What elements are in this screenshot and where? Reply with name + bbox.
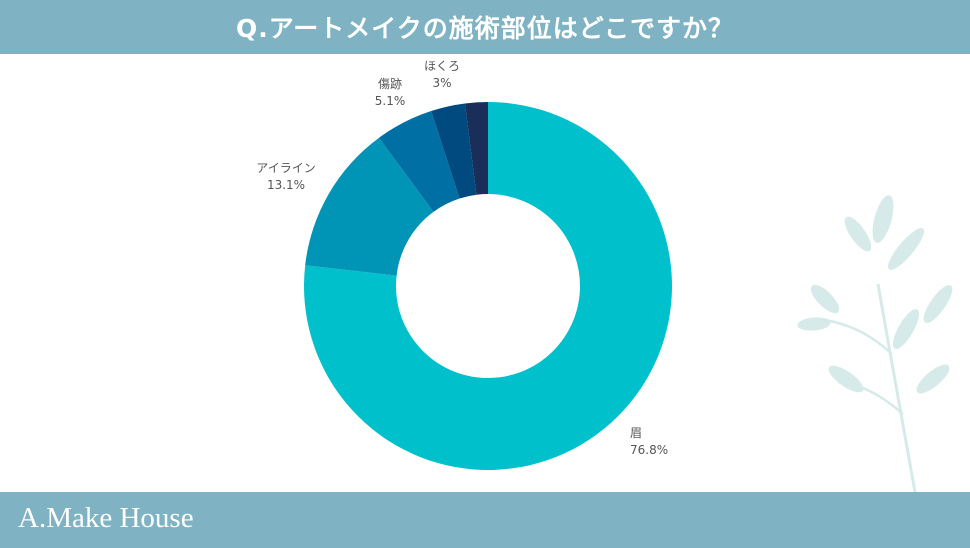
slice-value-label: 76.8% <box>630 443 668 457</box>
slice-value-label: 5.1% <box>375 94 406 108</box>
footer-bar: A.Make House <box>0 492 970 548</box>
slice-value-label: 13.1% <box>267 178 305 192</box>
slice-value-label: 3% <box>432 76 451 90</box>
slice-label: アイライン <box>256 161 315 175</box>
donut-slice <box>431 103 477 199</box>
slice-label: 眉 <box>630 426 642 440</box>
chart-area: 眉 76.8% アイライン 13.1% 傷跡 5.1% ほくろ 3% <box>256 59 953 492</box>
chart-title: Q.アートメイクの施術部位はどこですか？ <box>235 14 734 43</box>
title-bar: Q.アートメイクの施術部位はどこですか？ <box>0 0 970 54</box>
slice-label: ほくろ <box>424 59 460 73</box>
donut-chart <box>304 102 672 470</box>
donut-slice <box>305 137 434 276</box>
donut-slice <box>378 111 460 212</box>
brand-name: A.Make House <box>18 502 194 534</box>
donut-slice <box>464 102 488 195</box>
chart-labels: 眉 76.8% アイライン 13.1% 傷跡 5.1% ほくろ 3% <box>256 59 668 457</box>
leaf-decoration <box>797 195 953 492</box>
donut-slice <box>304 102 672 470</box>
slice-label: 傷跡 <box>378 76 402 91</box>
